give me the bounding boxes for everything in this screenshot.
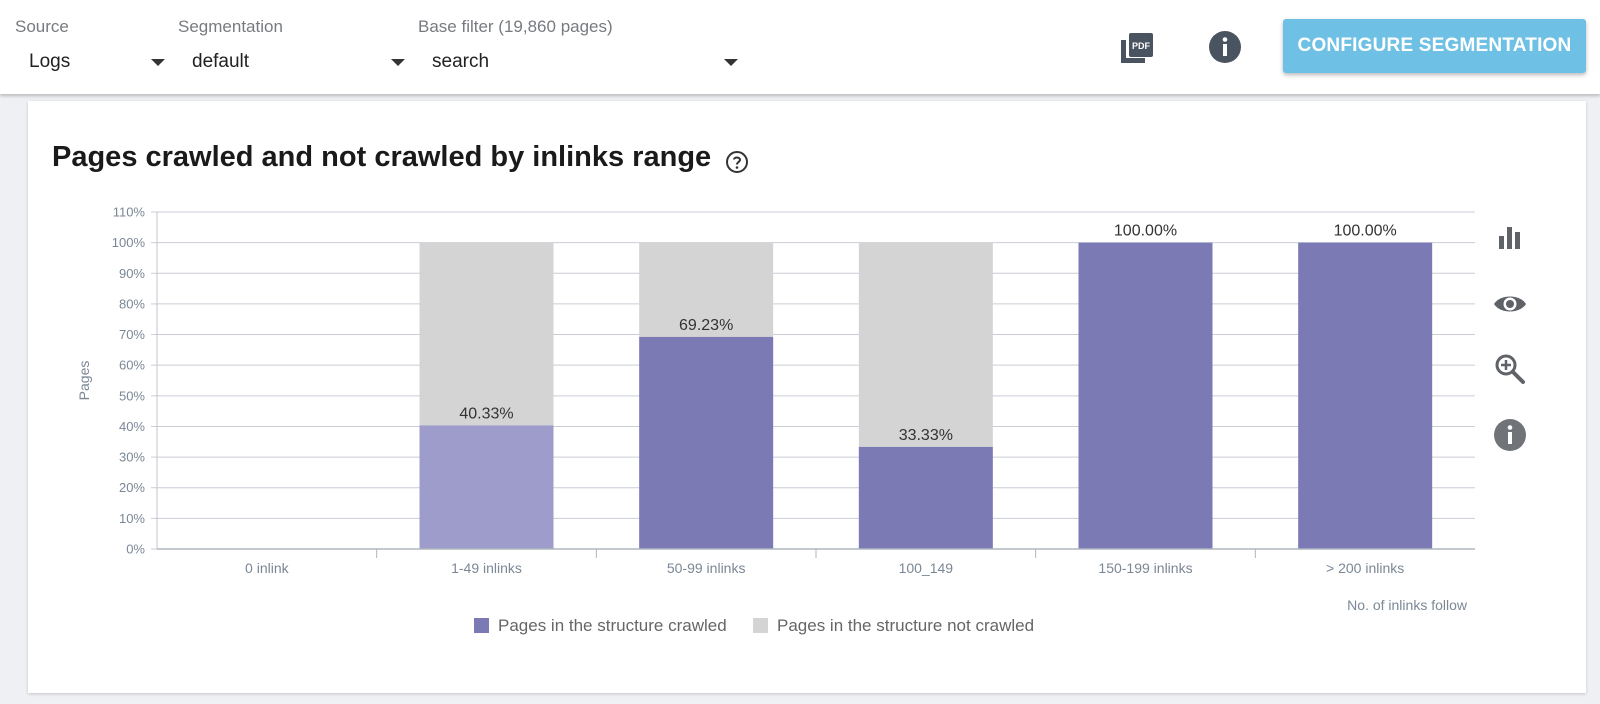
y-tick-label: 40% (119, 419, 145, 434)
bar-crawled (639, 336, 774, 549)
y-tick-label: 80% (119, 296, 145, 311)
bar-crawled (1078, 242, 1213, 550)
y-axis-title: Pages (76, 361, 92, 401)
y-tick-label: 110% (113, 205, 146, 220)
data-label: 100.00% (1114, 223, 1177, 240)
y-tick-label: 70% (119, 327, 145, 342)
eye-icon[interactable] (1492, 286, 1528, 322)
y-tick-label: 50% (119, 388, 145, 403)
data-label: 100.00% (1334, 223, 1397, 240)
x-tick-label: > 200 inlinks (1326, 560, 1404, 576)
x-tick-label: 0 inlink (245, 560, 290, 576)
x-tick-label: 150-199 inlinks (1098, 560, 1192, 576)
base-filter-label: Base filter (19,860 pages) (418, 17, 613, 36)
data-label: 40.33% (459, 405, 513, 422)
bar-chart-icon[interactable] (1492, 220, 1528, 256)
legend-label-not-crawled: Pages in the structure not crawled (777, 616, 1034, 635)
source-filter-label: Source (15, 17, 69, 36)
help-icon[interactable] (725, 150, 749, 174)
chart-card: Pages crawled and not crawled by inlinks… (28, 101, 1586, 693)
info-icon[interactable] (1492, 417, 1528, 453)
legend-swatch-not-crawled (753, 618, 768, 633)
chevron-down-icon[interactable] (151, 59, 165, 66)
pdf-icon[interactable]: PDF (1120, 32, 1154, 64)
segmentation-filter-value[interactable]: default (192, 51, 250, 72)
y-tick-label: 60% (119, 358, 145, 373)
data-label: 33.33% (899, 427, 953, 444)
stacked-bar-chart: 0% 10% 20% 30% 40% 50% 60% 70% 80% 90% 100% 110% Pag… (76, 205, 1475, 635)
zoom-in-icon[interactable] (1492, 351, 1528, 387)
bar-not-crawled (419, 242, 554, 426)
source-filter-value[interactable]: Logs (29, 51, 71, 72)
chevron-down-icon[interactable] (391, 59, 405, 66)
info-icon[interactable] (1208, 30, 1242, 64)
chart-title: Pages crawled and not crawled by inlinks… (52, 141, 712, 173)
x-tick-label: 100_149 (899, 560, 954, 576)
chevron-down-icon[interactable] (724, 59, 738, 66)
base-filter-value[interactable]: search (432, 51, 490, 72)
bar-crawled (858, 446, 993, 549)
bar-not-crawled (639, 242, 774, 337)
bar-crawled (419, 425, 554, 549)
y-tick-label: 100% (112, 235, 146, 250)
y-tick-label: 10% (119, 511, 145, 526)
y-tick-label: 90% (119, 266, 145, 281)
bar-crawled (1298, 242, 1433, 550)
configure-segmentation-button[interactable]: CONFIGURE SEGMENTATION (1283, 19, 1586, 73)
x-axis-title: No. of inlinks follow (1347, 597, 1468, 613)
y-tick-label: 20% (119, 480, 145, 495)
segmentation-filter-label: Segmentation (178, 17, 283, 36)
legend-label-crawled: Pages in the structure crawled (498, 616, 727, 635)
y-tick-label: 0% (126, 542, 145, 557)
data-label: 69.23% (679, 317, 733, 334)
bar-not-crawled (858, 242, 993, 447)
top-toolbar: Source Logs Segmentation default Base fi… (0, 0, 1600, 94)
legend-swatch-crawled (474, 618, 489, 633)
y-tick-label: 30% (119, 450, 145, 465)
x-tick-label: 50-99 inlinks (667, 560, 746, 576)
svg-text:PDF: PDF (1132, 41, 1151, 51)
x-tick-label: 1-49 inlinks (451, 560, 522, 576)
